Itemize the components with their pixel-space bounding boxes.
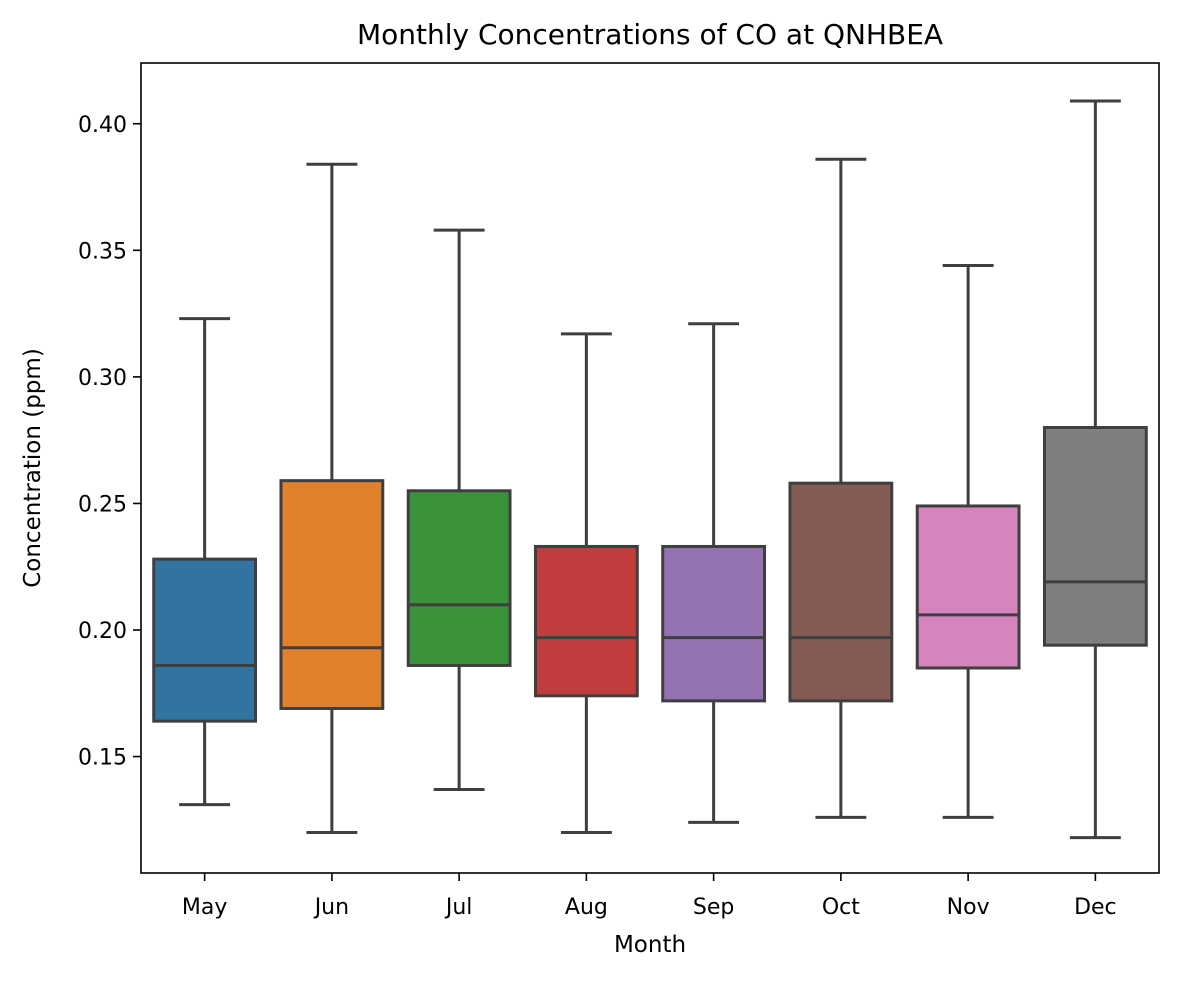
box-dec xyxy=(1042,99,1148,840)
box-may xyxy=(152,317,258,807)
y-tick-label: 0.35 xyxy=(78,239,127,264)
y-tick-label: 0.25 xyxy=(78,492,127,517)
y-tick-label: 0.30 xyxy=(78,366,127,391)
x-tick-label: Oct xyxy=(822,895,860,920)
box-aug xyxy=(533,332,639,834)
x-tick-label: Jun xyxy=(313,895,349,920)
x-tick-label: Jul xyxy=(444,895,473,920)
plot-frame xyxy=(140,62,1160,874)
y-tick-label: 0.40 xyxy=(78,113,127,138)
box-jul xyxy=(406,228,512,791)
box-nov xyxy=(915,264,1021,819)
iqr-box xyxy=(661,544,767,703)
x-tick-label: Aug xyxy=(565,895,608,920)
x-tick-label: Nov xyxy=(947,895,990,920)
iqr-box xyxy=(788,481,894,703)
x-tick-label: Dec xyxy=(1074,895,1117,920)
iqr-box xyxy=(279,479,385,710)
iqr-box xyxy=(406,489,512,667)
y-tick-label: 0.20 xyxy=(78,619,127,644)
x-axis: May Jun Jul Aug Sep Oct Nov Dec xyxy=(182,873,1117,920)
x-tick-label: May xyxy=(182,895,227,920)
plot-area xyxy=(152,99,1148,840)
x-axis-label: Month xyxy=(614,932,686,958)
box-sep xyxy=(661,322,767,824)
iqr-box xyxy=(915,504,1021,670)
iqr-box xyxy=(152,557,258,723)
box-jun xyxy=(279,162,385,834)
iqr-box xyxy=(1042,426,1148,647)
chart-title: Monthly Concentrations of CO at QNHBEA xyxy=(357,18,943,51)
y-axis: 0.15 0.20 0.25 0.30 0.35 0.40 xyxy=(78,113,141,771)
x-tick-label: Sep xyxy=(693,895,734,920)
box-oct xyxy=(788,157,894,819)
y-tick-label: 0.15 xyxy=(78,746,127,771)
y-axis-label: Concentration (ppm) xyxy=(20,348,46,588)
iqr-box xyxy=(533,544,639,698)
